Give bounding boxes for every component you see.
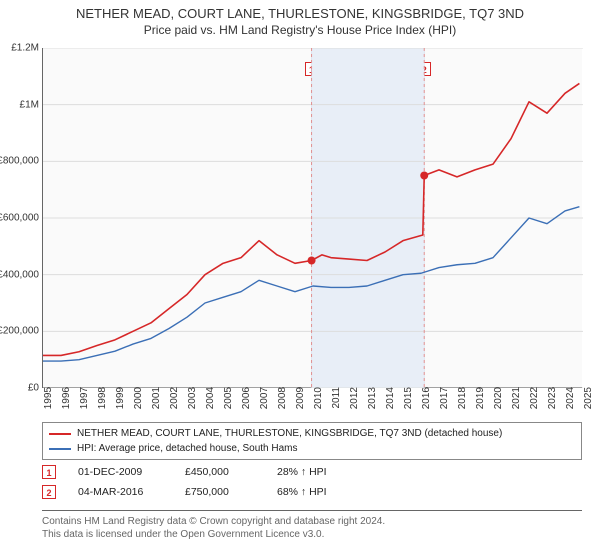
y-tick-label: £400,000 [0, 269, 43, 280]
x-tick-label: 1997 [75, 387, 90, 409]
footnote-line: Contains HM Land Registry data © Crown c… [42, 515, 582, 528]
x-tick-label: 2015 [399, 387, 414, 409]
transaction-delta: 28% ↑ HPI [277, 466, 357, 478]
x-tick-label: 2014 [381, 387, 396, 409]
y-tick-label: £800,000 [0, 156, 43, 167]
legend-label: HPI: Average price, detached house, Sout… [77, 443, 298, 454]
x-tick-label: 2022 [525, 387, 540, 409]
transaction-date: 01-DEC-2009 [78, 466, 163, 478]
legend: NETHER MEAD, COURT LANE, THURLESTONE, KI… [42, 422, 582, 460]
x-tick-label: 2011 [327, 387, 342, 409]
x-tick-label: 2025 [579, 387, 594, 409]
transaction-delta: 68% ↑ HPI [277, 486, 357, 498]
x-tick-label: 2009 [291, 387, 306, 409]
x-tick-label: 2013 [363, 387, 378, 409]
footnote-line: This data is licensed under the Open Gov… [42, 528, 582, 541]
y-tick-label: £600,000 [0, 213, 43, 224]
x-tick-label: 2000 [129, 387, 144, 409]
x-tick-label: 2008 [273, 387, 288, 409]
x-tick-label: 2006 [237, 387, 252, 409]
chart-plot-area: 12£0£200,000£400,000£600,000£800,000£1M£… [42, 48, 582, 388]
x-tick-label: 1995 [39, 387, 54, 409]
x-tick-label: 2018 [453, 387, 468, 409]
chart-subtitle: Price paid vs. HM Land Registry's House … [0, 23, 600, 37]
x-tick-label: 2004 [201, 387, 216, 409]
x-tick-label: 2024 [561, 387, 576, 409]
transaction-price: £450,000 [185, 466, 255, 478]
y-tick-label: £200,000 [0, 326, 43, 337]
transaction-date: 04-MAR-2016 [78, 486, 163, 498]
y-tick-label: £1M [20, 99, 43, 110]
x-tick-label: 1999 [111, 387, 126, 409]
transaction-marker: 1 [42, 465, 56, 479]
transaction-price: £750,000 [185, 486, 255, 498]
transaction-row: 1 01-DEC-2009 £450,000 28% ↑ HPI [42, 462, 357, 482]
x-tick-label: 2001 [147, 387, 162, 409]
chart-title-block: NETHER MEAD, COURT LANE, THURLESTONE, KI… [0, 0, 600, 37]
x-tick-label: 2002 [165, 387, 180, 409]
x-tick-label: 2023 [543, 387, 558, 409]
footnote: Contains HM Land Registry data © Crown c… [42, 510, 582, 541]
x-tick-label: 2021 [507, 387, 522, 409]
x-tick-label: 2020 [489, 387, 504, 409]
transaction-marker: 2 [42, 485, 56, 499]
x-tick-label: 1996 [57, 387, 72, 409]
y-tick-label: £1.2M [11, 43, 43, 54]
transactions-table: 1 01-DEC-2009 £450,000 28% ↑ HPI 2 04-MA… [42, 462, 357, 502]
chart-title: NETHER MEAD, COURT LANE, THURLESTONE, KI… [0, 6, 600, 21]
legend-swatch [49, 448, 71, 450]
chart-svg [43, 48, 583, 388]
x-tick-label: 2010 [309, 387, 324, 409]
legend-item: NETHER MEAD, COURT LANE, THURLESTONE, KI… [49, 426, 575, 441]
legend-swatch [49, 433, 71, 435]
x-tick-label: 2017 [435, 387, 450, 409]
x-tick-label: 2016 [417, 387, 432, 409]
x-tick-label: 2003 [183, 387, 198, 409]
x-tick-label: 2019 [471, 387, 486, 409]
legend-label: NETHER MEAD, COURT LANE, THURLESTONE, KI… [77, 428, 502, 439]
x-tick-label: 1998 [93, 387, 108, 409]
transaction-row: 2 04-MAR-2016 £750,000 68% ↑ HPI [42, 482, 357, 502]
x-tick-label: 2007 [255, 387, 270, 409]
x-tick-label: 2005 [219, 387, 234, 409]
x-tick-label: 2012 [345, 387, 360, 409]
legend-item: HPI: Average price, detached house, Sout… [49, 441, 575, 456]
